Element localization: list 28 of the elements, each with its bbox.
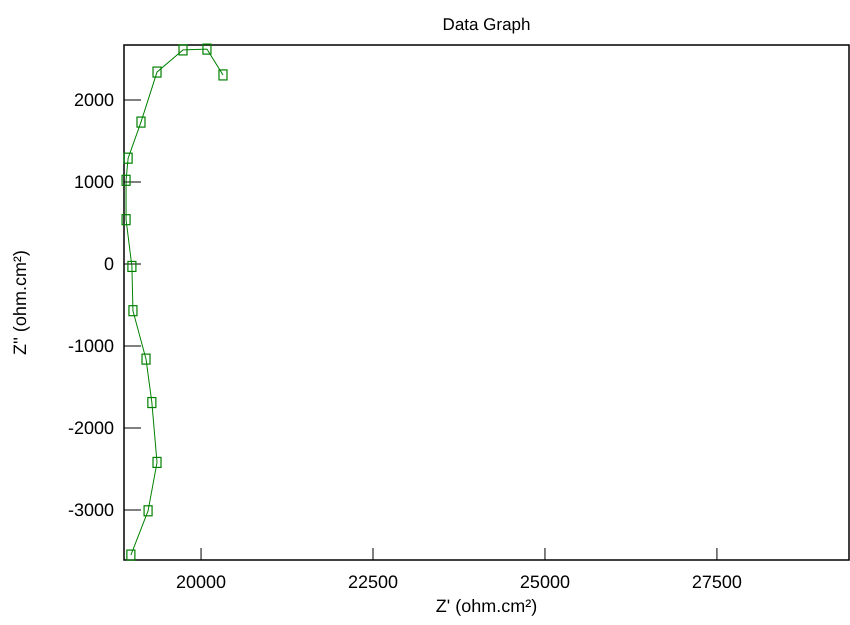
y-tick-label: -1000 <box>68 336 114 356</box>
point <box>127 260 137 272</box>
point <box>218 69 228 81</box>
y-tick-label: -3000 <box>68 500 114 520</box>
y-tick-label: 2000 <box>74 90 114 110</box>
y-tick-label: -2000 <box>68 418 114 438</box>
point <box>178 44 188 56</box>
point <box>141 353 151 365</box>
chart-title: Data Graph <box>442 15 530 34</box>
point <box>152 456 162 468</box>
point <box>202 44 212 55</box>
point <box>128 305 138 316</box>
point <box>147 396 156 408</box>
x-axis-title: Z' (ohm.cm²) <box>436 596 538 616</box>
x-tick-label: 20000 <box>176 572 226 592</box>
y-tick-label: 1000 <box>74 172 114 192</box>
point <box>124 152 133 164</box>
y-tick-label: 0 <box>104 254 114 274</box>
x-tick-label: 22500 <box>348 572 398 592</box>
point <box>136 116 146 128</box>
point <box>126 549 136 561</box>
point <box>121 174 131 186</box>
y-axis-title: Z'' (ohm.cm²) <box>10 250 30 355</box>
x-tick-label: 27500 <box>692 572 742 592</box>
x-tick-label: 25000 <box>520 572 570 592</box>
point <box>152 66 162 78</box>
point <box>143 505 153 516</box>
point <box>121 214 131 226</box>
